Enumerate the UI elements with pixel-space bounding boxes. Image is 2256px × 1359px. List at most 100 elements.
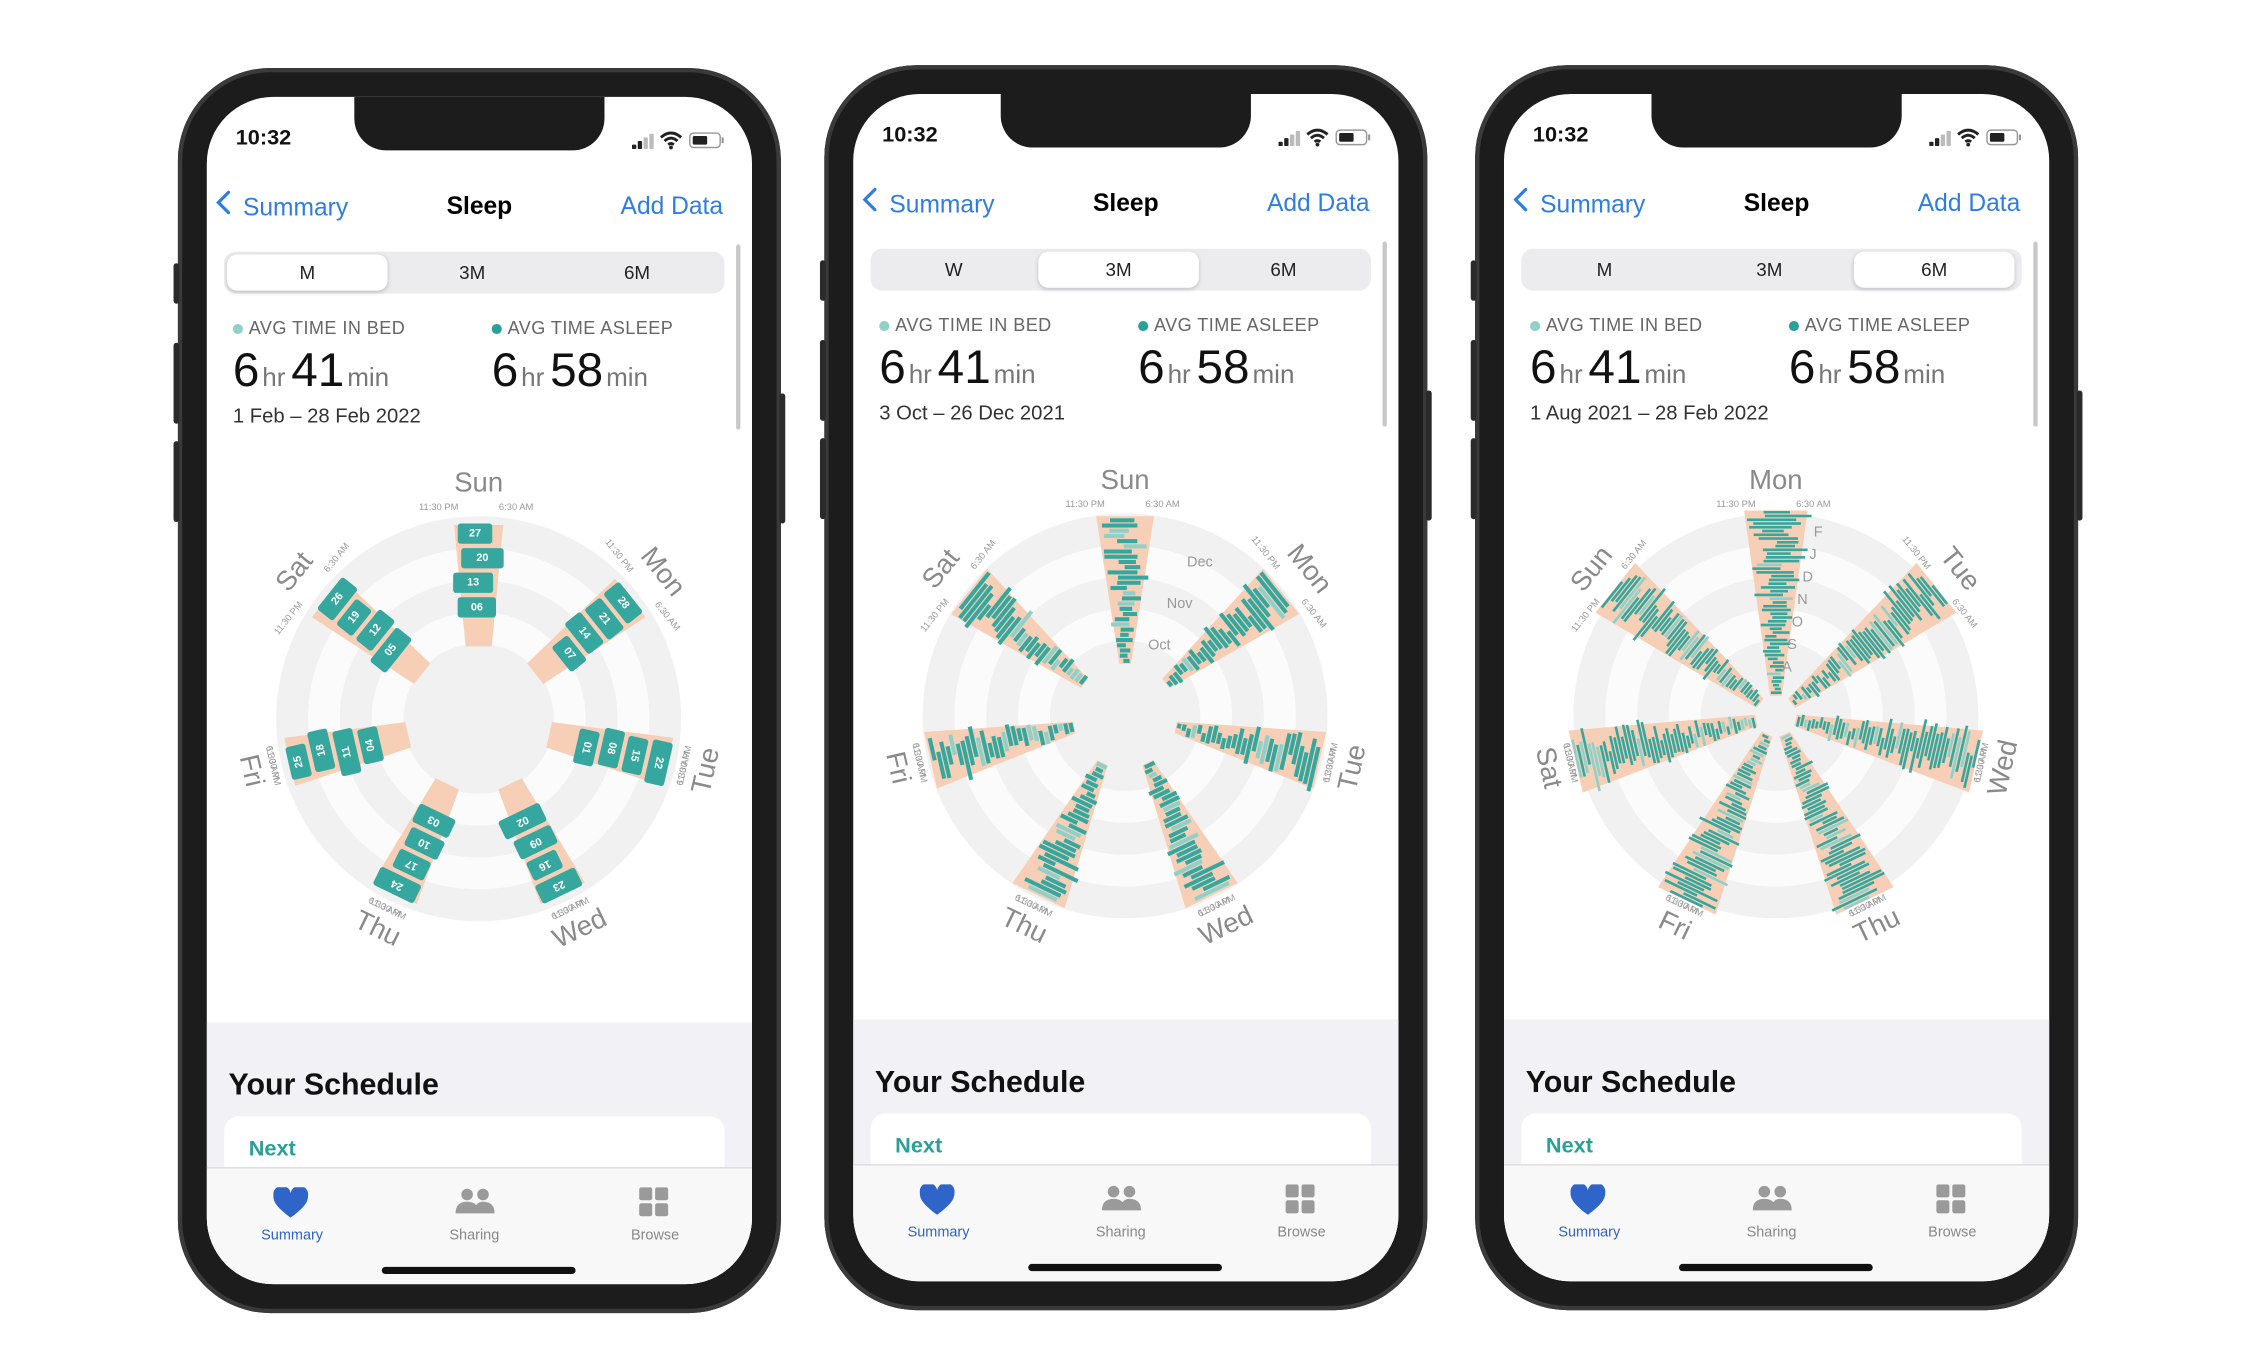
sleep-bar bbox=[1841, 869, 1882, 891]
day-label: Sun bbox=[1564, 540, 1619, 598]
tab-icon[interactable] bbox=[636, 1187, 676, 1222]
add-data-button[interactable]: Add Data bbox=[1266, 189, 1370, 217]
sleep-bar bbox=[1772, 676, 1785, 679]
tab-icon[interactable] bbox=[1570, 1184, 1611, 1219]
sleep-bar bbox=[1824, 845, 1861, 865]
sleep-bar bbox=[1740, 719, 1745, 730]
tab-label[interactable]: Sharing bbox=[1095, 1224, 1146, 1241]
tab-label[interactable]: Summary bbox=[1558, 1224, 1621, 1241]
sleep-bar bbox=[1757, 563, 1782, 567]
sleep-bar bbox=[1770, 612, 1788, 616]
sleep-bar bbox=[1038, 843, 1070, 862]
sleep-radial-chart: Sun 11:30 PM 6:30 AM 27 20 13 06 Mon 11:30 PM 6:3… bbox=[234, 467, 725, 954]
sleep-bar bbox=[1608, 750, 1617, 775]
tab-label[interactable]: Summary bbox=[261, 1227, 324, 1244]
tab-icon[interactable] bbox=[455, 1187, 496, 1222]
minutes: 41 bbox=[1588, 339, 1642, 394]
sleep-bar bbox=[1111, 622, 1130, 627]
sleep-bar bbox=[1919, 576, 1946, 608]
battery-tip bbox=[2018, 134, 2021, 141]
sleep-bar bbox=[1768, 582, 1787, 585]
back-button[interactable]: Summary bbox=[1511, 187, 1645, 220]
sleep-bar bbox=[1717, 720, 1723, 734]
schedule-title: Your Schedule bbox=[874, 1065, 1086, 1100]
sleep-bar bbox=[1731, 677, 1744, 692]
date-label: 02 bbox=[515, 813, 531, 829]
date-label: 11 bbox=[340, 745, 354, 759]
tab-label[interactable]: Browse bbox=[630, 1227, 680, 1244]
tab-icon[interactable] bbox=[273, 1187, 313, 1222]
home-indicator bbox=[381, 1266, 576, 1275]
sleep-bar bbox=[1119, 606, 1133, 611]
sleep-bar bbox=[1205, 726, 1214, 744]
tab-label[interactable]: Browse bbox=[1277, 1224, 1326, 1241]
segment[interactable]: 3M bbox=[459, 261, 486, 284]
sleep-bar bbox=[1758, 537, 1799, 540]
sleep-bar bbox=[1143, 760, 1156, 770]
time-label: 11:30 PM bbox=[419, 501, 459, 512]
sleep-bar bbox=[1763, 559, 1800, 563]
segment[interactable]: 6M bbox=[1853, 251, 2015, 288]
sleep-bar bbox=[1044, 875, 1067, 889]
sleep-bar bbox=[1716, 668, 1727, 681]
add-data-button[interactable]: Add Data bbox=[1917, 189, 2021, 217]
wifi bbox=[1957, 128, 1980, 143]
sleep-bar bbox=[1831, 887, 1878, 912]
wifi bbox=[659, 131, 683, 146]
tab-label[interactable]: Browse bbox=[1928, 1224, 1977, 1241]
add-data-button[interactable]: Add Data bbox=[620, 192, 724, 220]
segment[interactable]: 6M bbox=[1270, 258, 1297, 281]
sleep-bar bbox=[1898, 728, 1910, 766]
segment[interactable]: M bbox=[1596, 258, 1613, 281]
sleep-bar bbox=[1123, 591, 1136, 596]
sleep-bar bbox=[1207, 639, 1219, 652]
tab-icon[interactable] bbox=[919, 1184, 960, 1219]
back-button[interactable]: Summary bbox=[214, 189, 348, 222]
sleep-bar bbox=[1059, 813, 1079, 825]
sleep-bar bbox=[1181, 657, 1195, 672]
sleep-bar bbox=[1257, 585, 1286, 620]
nav-title: Sleep bbox=[1093, 189, 1159, 217]
day-spoke: Sun 11:30 PM 6:30 AM bbox=[1065, 464, 1180, 664]
sleep-bar bbox=[1845, 731, 1852, 746]
sleep-bar bbox=[1731, 802, 1747, 812]
sleep-bar bbox=[1184, 853, 1203, 866]
stat-value: 6 hr 41 min bbox=[233, 343, 395, 398]
segment[interactable]: 3M bbox=[1756, 258, 1783, 281]
date-label: 03 bbox=[426, 813, 442, 829]
sleep-bar bbox=[1727, 716, 1734, 729]
side-button bbox=[1470, 339, 1477, 421]
sleep-bar bbox=[1118, 575, 1149, 580]
segment[interactable]: 6M bbox=[623, 261, 651, 284]
sleep-bar bbox=[1681, 630, 1700, 652]
sleep-bar bbox=[1252, 587, 1271, 609]
tab-label[interactable]: Sharing bbox=[1746, 1224, 1797, 1241]
sleep-bar bbox=[1176, 844, 1199, 858]
hours-unit: hr bbox=[1559, 360, 1583, 390]
tab-icon[interactable] bbox=[1934, 1184, 1974, 1219]
stat-dot bbox=[1788, 321, 1800, 332]
sleep-bar bbox=[1858, 721, 1866, 740]
battery-tip bbox=[1368, 134, 1371, 141]
sleep-bar bbox=[1703, 830, 1730, 846]
stat-label-text: AVG TIME IN BED bbox=[895, 315, 1052, 336]
tab-icon[interactable] bbox=[1752, 1184, 1793, 1219]
date-range: 1 Feb – 28 Feb 2022 bbox=[232, 403, 421, 427]
segment[interactable]: M bbox=[227, 254, 388, 291]
time-label: 6:30 AM bbox=[1145, 498, 1180, 509]
sleep-bar bbox=[1632, 608, 1660, 641]
tab-icon[interactable] bbox=[1101, 1184, 1142, 1219]
tab-label[interactable]: Summary bbox=[907, 1224, 970, 1241]
segment[interactable]: W bbox=[944, 258, 963, 281]
sleep-bar bbox=[1110, 518, 1135, 523]
stat-label-text: AVG TIME ASLEEP bbox=[507, 318, 674, 339]
date-label: 20 bbox=[476, 552, 488, 564]
scrollbar bbox=[2033, 241, 2038, 427]
segment[interactable]: 3M bbox=[1038, 251, 1199, 288]
tab-icon[interactable] bbox=[1283, 1184, 1323, 1219]
sleep-bar bbox=[1827, 724, 1834, 742]
wifi-dot bbox=[1966, 142, 1971, 147]
back-button[interactable]: Summary bbox=[860, 187, 995, 220]
tab-label[interactable]: Sharing bbox=[449, 1227, 500, 1244]
